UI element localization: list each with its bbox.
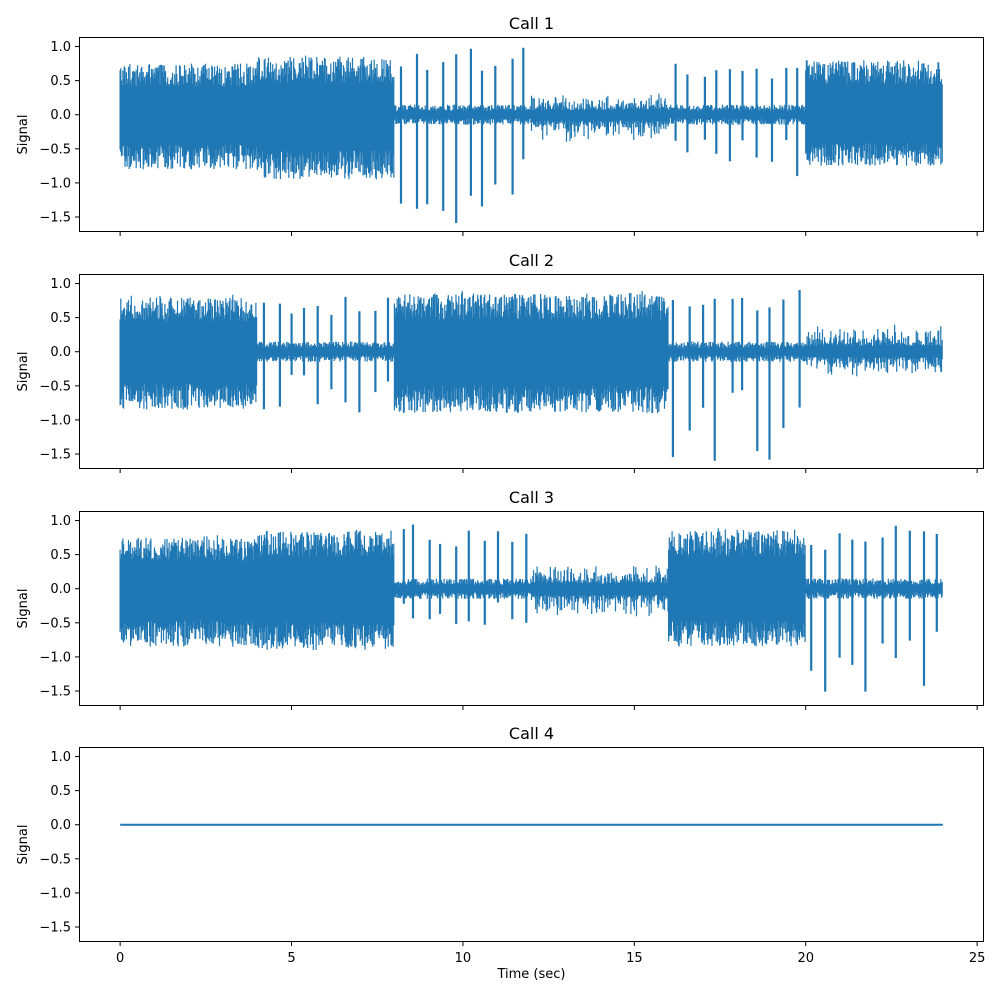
- y-axis-label-3: Signal: [16, 589, 31, 629]
- signal-segment-2-1: [119, 294, 258, 410]
- y-tick-label-4-3: −0.5: [39, 852, 71, 867]
- signal-pulses: [402, 524, 528, 625]
- signal-segment-3-4: [530, 565, 669, 617]
- x-tick-label-4-0: 0: [116, 951, 124, 966]
- axes-title-4: Call 4: [509, 724, 554, 743]
- signal-trace-3: [119, 524, 943, 692]
- y-axis-label-1: Signal: [16, 115, 31, 155]
- signal-segment-2-3: [393, 291, 532, 413]
- y-tick-label-2-5: −1.5: [39, 448, 71, 463]
- x-tick-label-4-1: 5: [287, 951, 295, 966]
- y-axis-label-2: Signal: [16, 352, 31, 392]
- y-tick-label-3-5: −1.5: [39, 685, 71, 700]
- signal-segment-2-5: [668, 290, 806, 461]
- signal-segment-2-4: [530, 291, 669, 413]
- y-tick-label-3-2: 0.0: [50, 582, 71, 597]
- y-tick-label-4-5: −1.5: [39, 921, 71, 936]
- signal-segment-3-1: [119, 535, 258, 647]
- y-tick-label-1-1: 0.5: [50, 74, 71, 89]
- signal-segment-3-6: [805, 525, 943, 692]
- y-tick-label-2-2: 0.0: [50, 345, 71, 360]
- signal-body: [530, 565, 669, 617]
- signal-pulses: [674, 63, 799, 177]
- y-tick-label-1-2: 0.0: [50, 108, 71, 123]
- signal-segment-3-5: [668, 528, 806, 647]
- axes-1: 1.0 0.5 0.0 −0.5 −1.0 −1.5 Call 1 Signal: [16, 14, 984, 236]
- y-tick-label-4-0: 1.0: [50, 750, 71, 765]
- signal-segment-2-2: [256, 296, 395, 413]
- x-tick-label-4-3: 15: [626, 951, 643, 966]
- signal-body: [256, 55, 395, 180]
- axes-3: 1.0 0.5 0.0 −0.5 −1.0 −1.5 Call 3 Signal: [16, 488, 984, 710]
- axes-title-2: Call 2: [509, 251, 554, 270]
- y-tick-label-2-1: 0.5: [50, 311, 71, 326]
- axes-4: 1.0 0.5 0.0 −0.5 −1.0 −1.5 0 5 10 15 20 25 Call 4 Sig…: [16, 724, 985, 982]
- y-tick-label-3-0: 1.0: [50, 514, 71, 529]
- y-tick-label-3-3: −0.5: [39, 616, 71, 631]
- x-axis-label-4: Time (sec): [496, 967, 565, 982]
- signal-body: [805, 60, 943, 166]
- x-tick-label-4-2: 10: [455, 951, 472, 966]
- signal-segment-1-1: [119, 63, 258, 170]
- signal-body: [119, 63, 258, 170]
- signal-segment-1-4: [530, 93, 669, 142]
- signal-segment-1-3: [393, 47, 532, 223]
- signal-pulses: [399, 47, 525, 223]
- signal-trace-2: [119, 290, 943, 461]
- y-axis-label-4: Signal: [16, 825, 31, 865]
- signal-pulses: [671, 290, 801, 461]
- signal-pulses: [262, 296, 390, 413]
- y-tick-label-1-0: 1.0: [50, 40, 71, 55]
- axes-title-1: Call 1: [509, 14, 554, 33]
- y-tick-label-2-4: −1.0: [39, 413, 71, 428]
- y-tick-label-3-1: 0.5: [50, 548, 71, 563]
- axes-frame-3: [79, 511, 984, 706]
- axes-frame-1: [79, 37, 984, 232]
- signal-segment-2-6: [805, 324, 943, 377]
- signal-body: [668, 528, 806, 647]
- signal-body: [530, 93, 669, 142]
- signal-body: [393, 291, 532, 413]
- y-tick-label-3-4: −1.0: [39, 650, 71, 665]
- signal-trace-1: [119, 47, 943, 223]
- signal-segment-1-6: [805, 60, 943, 166]
- axes-2: 1.0 0.5 0.0 −0.5 −1.0 −1.5 Call 2 Signal: [16, 251, 984, 473]
- y-tick-label-2-0: 1.0: [50, 277, 71, 292]
- axes-frame-4: [79, 747, 984, 942]
- y-tick-label-4-1: 0.5: [50, 784, 71, 799]
- signal-body: [668, 104, 806, 125]
- y-tick-label-4-2: 0.0: [50, 818, 71, 833]
- axes-title-3: Call 3: [509, 488, 554, 507]
- signal-body: [530, 291, 669, 413]
- y-tick-label-1-5: −1.5: [39, 211, 71, 226]
- x-tick-label-4-5: 25: [969, 951, 986, 966]
- y-tick-label-2-3: −0.5: [39, 379, 71, 394]
- signal-body: [256, 529, 395, 650]
- axes-frame-2: [79, 274, 984, 469]
- signal-segment-1-2: [256, 55, 395, 180]
- y-tick-label-1-4: −1.0: [39, 176, 71, 191]
- x-tick-label-4-4: 20: [797, 951, 814, 966]
- signal-segment-3-3: [393, 524, 532, 625]
- signal-body: [119, 535, 258, 647]
- y-tick-label-4-4: −1.0: [39, 886, 71, 901]
- signal-segment-3-2: [256, 529, 395, 650]
- signal-body: [805, 324, 943, 377]
- signal-segment-1-5: [668, 63, 806, 177]
- signal-body: [119, 294, 258, 410]
- y-tick-label-1-3: −0.5: [39, 142, 71, 157]
- signal-pulses: [810, 525, 938, 692]
